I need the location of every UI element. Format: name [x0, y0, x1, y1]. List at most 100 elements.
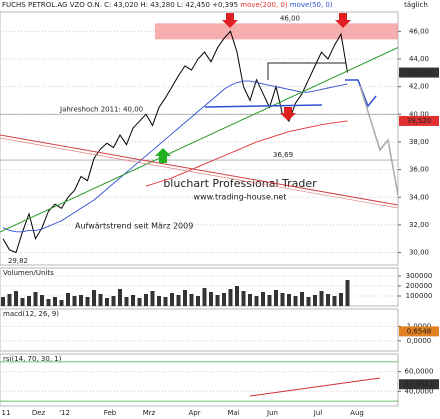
quote: C: 43,020 H: 43,280 L: 42,450 +0,395 [104, 1, 238, 9]
bar [137, 298, 142, 306]
current-value-box [399, 326, 439, 337]
bar [40, 295, 44, 306]
zone-label: 46,00 [280, 14, 300, 22]
bar [124, 297, 129, 306]
x-tick-label: Jun [266, 409, 278, 417]
bar [157, 296, 161, 306]
downtrend-line [0, 134, 398, 206]
bar [176, 295, 181, 306]
resistance-zone [155, 23, 398, 40]
trend-annotation: Aufwärtstrend seit März 2009 [75, 222, 193, 231]
y-tick-label: 0,0000 [407, 337, 432, 345]
x-tick-label: 11 [2, 409, 11, 417]
bar [163, 297, 168, 306]
arrow-down [335, 13, 351, 28]
bar [209, 292, 213, 306]
bar [98, 294, 103, 306]
y-tick-label: 60,0000 [405, 368, 434, 376]
low-label: 29,82 [8, 257, 28, 265]
bar [20, 298, 25, 306]
bar [319, 291, 324, 306]
bar [274, 290, 278, 306]
bar [332, 296, 337, 306]
bar [261, 292, 265, 306]
bar [111, 296, 116, 306]
arrow-down [280, 107, 296, 121]
bar [313, 295, 317, 306]
resistance-line [267, 62, 346, 80]
bar [46, 299, 51, 306]
current-value-box [399, 67, 439, 78]
arrow-down [222, 13, 238, 28]
current-value-label: 43,020 [407, 69, 432, 77]
arrow-up [155, 148, 171, 163]
panel [0, 11, 399, 266]
bar [183, 290, 187, 306]
bar [79, 295, 83, 306]
y-tick-label: 46,00 [409, 27, 429, 35]
panel-title: macd(12, 26, 9) [3, 310, 59, 318]
legend-entry: move(50, 0) [290, 1, 333, 9]
x-tick-label: Apr [188, 409, 200, 417]
bar [202, 288, 207, 306]
bar [300, 292, 304, 306]
watermark: bluchart Professional Trader [163, 177, 317, 190]
x-tick-label: Dez [32, 409, 46, 417]
bar [196, 296, 200, 306]
current-value-label: 39,520 [407, 117, 432, 125]
y-tick-label: 38,00 [409, 138, 429, 146]
y-tick-label: 44,00 [409, 55, 429, 63]
x-tick-label: Aug [350, 409, 364, 417]
bar [228, 289, 233, 306]
y-tick-label: 300000 [406, 272, 433, 280]
y-tick-label: 40,00 [409, 110, 429, 118]
bar [267, 295, 272, 306]
x-tick-label: Mrz [143, 409, 156, 417]
bar [118, 289, 122, 306]
bar [150, 291, 155, 306]
bar [7, 294, 12, 306]
y-tick-label: 36,00 [409, 166, 429, 174]
bar [345, 280, 350, 306]
bar [222, 293, 226, 306]
current-value-box [399, 115, 439, 126]
y-tick-label: 40,0000 [405, 387, 434, 395]
bar [306, 297, 311, 306]
bar [85, 297, 90, 306]
y-tick-label: 30,00 [409, 249, 429, 257]
bar [144, 294, 148, 306]
bar [53, 297, 57, 306]
rsi-trendline [249, 377, 381, 397]
bar [170, 293, 174, 306]
bar [339, 293, 343, 306]
projection [359, 85, 398, 196]
panel [0, 308, 399, 352]
bar [33, 292, 38, 306]
bar [215, 295, 220, 306]
bar [66, 293, 70, 306]
x-tick-label: Feb [104, 409, 117, 417]
bar [254, 296, 259, 306]
bar [235, 286, 239, 306]
projection [345, 79, 377, 108]
current-value-label: 0,6548 [407, 327, 432, 335]
bar [241, 291, 246, 306]
x-tick-label: Mai [227, 409, 239, 417]
bar [326, 294, 330, 306]
x-tick-label: '12 [59, 409, 70, 417]
bar [59, 300, 64, 306]
bar [105, 298, 109, 306]
current-value-label: 47,1811 [405, 380, 434, 388]
current-value-box [399, 379, 439, 390]
header: FUCHS PETROL.AG VZO O.N. C: 43,020 H: 43… [2, 1, 333, 9]
bar [1, 297, 5, 306]
panel [0, 353, 399, 407]
legend-entry: move(200, 0) [240, 1, 288, 9]
interval: täglich [404, 1, 428, 9]
bar [293, 296, 298, 306]
bar [27, 296, 31, 306]
bar [72, 296, 77, 306]
downtrend-line [0, 137, 398, 209]
y-tick-label: 200000 [406, 282, 433, 290]
